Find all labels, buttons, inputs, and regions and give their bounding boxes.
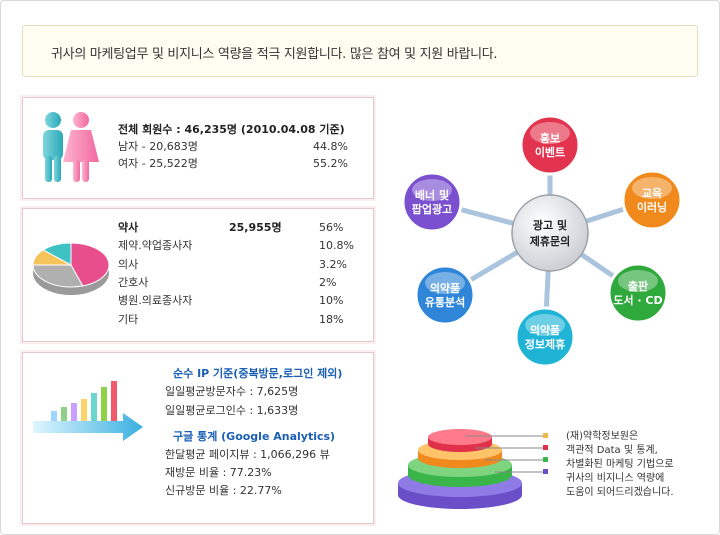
diagram-node-label: 출판 (628, 279, 648, 293)
members-female-label: 여자 - 25,522명 (118, 157, 198, 170)
people-icon (43, 112, 99, 182)
center-line-1: 제휴문의 (530, 234, 570, 248)
notice-banner: 귀사의 마케팅업무 및 비지니스 역량을 적극 지원합니다. 많은 참여 및 지… (22, 25, 698, 77)
diagram-node-label: 유통분석 (425, 295, 465, 309)
members-male-label: 남자 - 20,683명 (118, 140, 198, 153)
occ-row-4-label: 병원.의료종사자 (118, 294, 193, 307)
center-circle (511, 194, 589, 272)
traffic-panel: 순수 IP 기준(중복방문,로그인 제외) 일일평균방문자수 : 7,625명 … (22, 352, 374, 524)
occupation-pie-icon (32, 242, 110, 295)
diagram-node-label: 팝업광고 (412, 202, 452, 216)
note-line-4: 도움이 되어드리겠습니다. (566, 487, 674, 498)
ga-row-1: 재방문 비율 : 77.23% (165, 466, 272, 479)
diagram-node-label: 정보제휴 (525, 337, 565, 351)
occupation-panel: 약사 25,955명 56% 제약.약업종사자 10.8% 의사 3.2% 간호… (22, 208, 374, 342)
pie-slice (70, 242, 110, 287)
occ-row-0-count: 25,955명 (229, 221, 282, 234)
diagram-node-label: 의약품 (430, 281, 460, 295)
members-male-pct: 44.8% (313, 140, 348, 153)
pyramid-leader-lines (465, 433, 548, 474)
pie-slice (32, 264, 84, 288)
ip-row-1: 일일평균로그인수 : 1,633명 (165, 404, 299, 417)
ga-row-0: 한달평균 페이지뷰 : 1,066,296 뷰 (165, 448, 330, 461)
diagram-node-label: 도서 · CD (613, 293, 662, 307)
diagram-node-label: 홍보 (540, 131, 560, 145)
ip-title: 순수 IP 기준(중복방문,로그인 제외) (173, 367, 343, 380)
occ-row-4-pct: 10% (319, 294, 344, 307)
members-panel: 전체 회원수 : 46,235명 (2010.04.08 기준) 남자 - 20… (22, 97, 374, 199)
center-line-0: 광고 및 (533, 218, 567, 232)
occ-row-1-label: 제약.약업종사자 (118, 239, 193, 252)
diagram-node-label: 배너 및 (415, 188, 449, 202)
ga-title: 구글 통계 (Google Analytics) (173, 430, 336, 443)
ga-row-2: 신규방문 비율 : 22.77% (165, 484, 282, 497)
ip-row-0: 일일평균방문자수 : 7,625명 (165, 385, 299, 398)
occ-row-3-pct: 2% (319, 276, 337, 289)
occ-row-0-label: 약사 (118, 221, 139, 234)
diagram-node-label: 이벤트 (535, 145, 565, 159)
layered-pyramid-icon (398, 429, 522, 509)
bar-graph-arrow-icon (33, 381, 143, 441)
occ-row-0-pct: 56% (319, 221, 344, 234)
note-line-1: 객관적 Data 및 통계, (566, 445, 658, 456)
members-female-pct: 55.2% (313, 157, 348, 170)
pie-slice (42, 242, 72, 266)
note-line-0: (재)약학정보원은 (566, 431, 639, 442)
occ-row-5-label: 기타 (118, 313, 139, 326)
diagram-node-label: 이러닝 (637, 200, 667, 214)
occ-row-2-pct: 3.2% (319, 258, 347, 271)
occ-row-2-label: 의사 (118, 258, 139, 271)
occ-row-1-pct: 10.8% (319, 239, 354, 252)
note-line-2: 차별화된 마케팅 기법으로 (566, 459, 674, 470)
diagram-node-label: 의약품 (530, 323, 560, 337)
occ-row-3-label: 간호사 (118, 276, 149, 289)
occ-row-5-pct: 18% (319, 313, 344, 326)
diagram-node-label: 교육 (642, 187, 662, 200)
members-title: 전체 회원수 : 46,235명 (2010.04.08 기준) (118, 123, 345, 136)
notice-text: 귀사의 마케팅업무 및 비지니스 역량을 적극 지원합니다. 많은 참여 및 지… (51, 47, 498, 62)
note-line-3: 귀사의 비지니스 역량에 (566, 473, 665, 484)
